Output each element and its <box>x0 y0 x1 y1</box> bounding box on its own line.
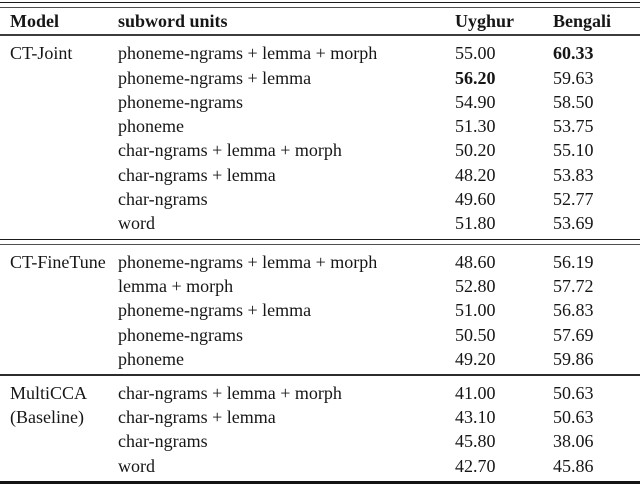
table-row: char-ngrams + lemma 43.10 50.63 <box>118 405 640 429</box>
table-row: char-ngrams 45.80 38.06 <box>118 429 640 453</box>
bengali-value-cell: 38.06 <box>553 431 594 452</box>
header-bengali: Bengali <box>553 10 612 31</box>
section-rule-single <box>0 374 640 376</box>
subword-units-cell: phoneme <box>118 116 184 137</box>
section-rule-bottom <box>0 480 640 484</box>
table-section: CT-Joint phoneme-ngrams + lemma + morph … <box>0 36 640 238</box>
subword-units-cell: phoneme-ngrams + lemma <box>118 67 312 88</box>
uyghur-value-cell: 50.50 <box>455 324 496 345</box>
table-row: char-ngrams + lemma + morph 41.00 50.63 <box>118 381 640 405</box>
header-subword-units: subword units <box>118 10 228 31</box>
bengali-value-cell: 57.72 <box>553 275 594 296</box>
table-body: CT-Joint phoneme-ngrams + lemma + morph … <box>0 36 640 484</box>
table-row: phoneme-ngrams + lemma + morph 48.60 56.… <box>118 250 640 274</box>
bengali-value-cell: 53.75 <box>553 116 594 137</box>
bengali-value-cell: 53.83 <box>553 164 594 185</box>
subword-units-cell: phoneme-ngrams <box>118 324 243 345</box>
section-rows: phoneme-ngrams + lemma + morph 55.00 60.… <box>118 41 640 235</box>
bengali-value-cell: 55.10 <box>553 140 594 161</box>
subword-units-cell: word <box>118 213 155 234</box>
table-row: phoneme 51.30 53.75 <box>118 114 640 138</box>
table-row: phoneme-ngrams 54.90 58.50 <box>118 90 640 114</box>
model-label-line: MultiCCA <box>10 382 88 403</box>
table-top-rule <box>0 2 640 8</box>
section-rule-double <box>0 238 640 245</box>
bengali-value-cell: 50.63 <box>553 382 594 403</box>
header-uyghur: Uyghur <box>455 10 515 31</box>
uyghur-value-cell: 48.60 <box>455 251 496 272</box>
subword-units-cell: lemma + morph <box>118 275 234 296</box>
table-row: phoneme 49.20 59.86 <box>118 347 640 371</box>
subword-units-cell: word <box>118 455 155 476</box>
uyghur-value-cell: 50.20 <box>455 140 496 161</box>
uyghur-value-cell: 55.00 <box>455 43 496 64</box>
section-rows: char-ngrams + lemma + morph 41.00 50.63 … <box>118 381 640 478</box>
uyghur-value-cell: 52.80 <box>455 275 496 296</box>
model-cell: CT-FineTune <box>0 250 118 371</box>
model-cell: CT-Joint <box>0 41 118 235</box>
uyghur-value-cell: 45.80 <box>455 431 496 452</box>
subword-units-cell: phoneme-ngrams + lemma + morph <box>118 251 378 272</box>
header-model: Model <box>10 10 59 31</box>
bengali-value-cell: 45.86 <box>553 455 594 476</box>
uyghur-value-cell: 49.20 <box>455 348 496 369</box>
bengali-value-cell: 50.63 <box>553 407 594 428</box>
uyghur-value-cell: 48.20 <box>455 164 496 185</box>
table-row: phoneme-ngrams + lemma 56.20 59.63 <box>118 66 640 90</box>
uyghur-value-cell: 51.30 <box>455 116 496 137</box>
model-cell: MultiCCA (Baseline) <box>0 381 118 478</box>
bengali-value-cell: 58.50 <box>553 91 594 112</box>
table-header-row: Model subword units Uyghur Bengali <box>0 8 640 34</box>
table-row: char-ngrams + lemma + morph 50.20 55.10 <box>118 138 640 162</box>
section-rows: phoneme-ngrams + lemma + morph 48.60 56.… <box>118 250 640 371</box>
header-rule <box>0 34 640 37</box>
subword-units-cell: phoneme-ngrams + lemma <box>118 300 312 321</box>
bengali-value-cell: 56.19 <box>553 251 594 272</box>
subword-units-cell: char-ngrams <box>118 189 208 210</box>
table-row: char-ngrams 49.60 52.77 <box>118 187 640 211</box>
table-row: phoneme-ngrams + lemma 51.00 56.83 <box>118 298 640 322</box>
bengali-value-cell: 57.69 <box>553 324 594 345</box>
uyghur-value-cell: 49.60 <box>455 189 496 210</box>
table-row: char-ngrams + lemma 48.20 53.83 <box>118 163 640 187</box>
subword-units-cell: phoneme-ngrams <box>118 91 243 112</box>
uyghur-value-cell: 51.00 <box>455 300 496 321</box>
subword-units-cell: phoneme-ngrams + lemma + morph <box>118 43 378 64</box>
uyghur-value-cell: 42.70 <box>455 455 496 476</box>
bengali-value-cell: 53.69 <box>553 213 594 234</box>
bengali-value-cell: 59.63 <box>553 67 594 88</box>
model-label-line: (Baseline) <box>10 407 84 428</box>
bengali-value-cell: 52.77 <box>553 189 594 210</box>
model-label-line: CT-FineTune <box>10 251 106 272</box>
uyghur-value-cell: 54.90 <box>455 91 496 112</box>
uyghur-value-cell: 41.00 <box>455 382 496 403</box>
model-label-line: CT-Joint <box>10 43 73 64</box>
subword-units-cell: phoneme <box>118 348 184 369</box>
uyghur-value-cell: 56.20 <box>455 67 496 88</box>
table-row: phoneme-ngrams + lemma + morph 55.00 60.… <box>118 41 640 65</box>
bengali-value-cell: 60.33 <box>553 43 594 64</box>
table-row: lemma + morph 52.80 57.72 <box>118 274 640 298</box>
subword-units-cell: char-ngrams + lemma + morph <box>118 140 342 161</box>
uyghur-value-cell: 51.80 <box>455 213 496 234</box>
subword-units-cell: char-ngrams + lemma + morph <box>118 382 342 403</box>
table-row: phoneme-ngrams 50.50 57.69 <box>118 323 640 347</box>
table-row: word 51.80 53.69 <box>118 211 640 235</box>
uyghur-value-cell: 43.10 <box>455 407 496 428</box>
subword-units-cell: char-ngrams <box>118 431 208 452</box>
table-section: MultiCCA (Baseline) char-ngrams + lemma +… <box>0 376 640 481</box>
bengali-value-cell: 56.83 <box>553 300 594 321</box>
subword-units-cell: char-ngrams + lemma <box>118 164 276 185</box>
table-section: CT-FineTune phoneme-ngrams + lemma + mor… <box>0 245 640 374</box>
bengali-value-cell: 59.86 <box>553 348 594 369</box>
subword-units-cell: char-ngrams + lemma <box>118 407 276 428</box>
table-row: word 42.70 45.86 <box>118 454 640 478</box>
